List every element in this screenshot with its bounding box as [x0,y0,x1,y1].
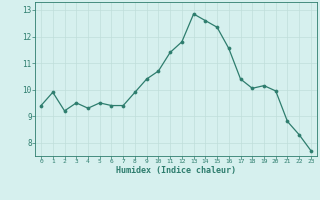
X-axis label: Humidex (Indice chaleur): Humidex (Indice chaleur) [116,166,236,175]
